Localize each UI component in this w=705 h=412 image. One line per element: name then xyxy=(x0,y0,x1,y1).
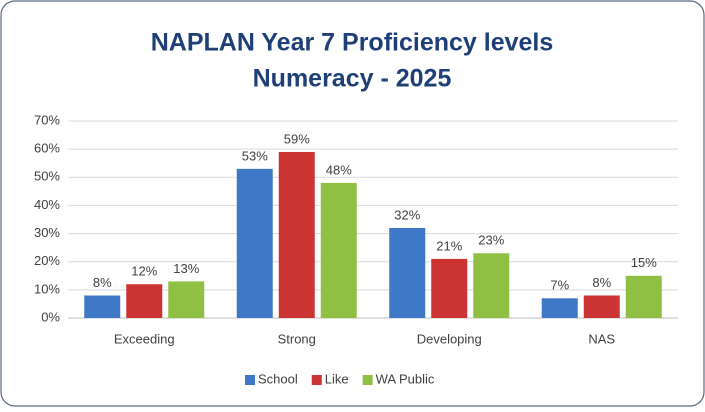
bar xyxy=(278,151,315,318)
data-label: 32% xyxy=(394,207,420,222)
legend-swatch xyxy=(362,375,373,385)
bar xyxy=(168,281,205,318)
legend-swatch xyxy=(245,375,255,385)
data-label: 8% xyxy=(592,275,611,290)
legend-swatch xyxy=(311,375,322,385)
y-tick-label: 40% xyxy=(34,197,60,212)
y-tick-label: 50% xyxy=(34,169,60,184)
bar xyxy=(320,182,357,318)
y-tick-label: 70% xyxy=(34,112,60,127)
chart-title: Numeracy - 2025 xyxy=(253,65,452,93)
data-label: 8% xyxy=(93,275,112,290)
bar xyxy=(431,258,468,318)
data-label: 23% xyxy=(478,233,504,248)
x-tick-label: Exceeding xyxy=(114,331,175,346)
y-tick-label: 60% xyxy=(34,141,60,156)
bar xyxy=(126,284,163,318)
y-tick-label: 10% xyxy=(34,281,60,296)
x-tick-label: Developing xyxy=(417,331,482,346)
y-tick-label: 20% xyxy=(34,253,60,268)
data-label: 7% xyxy=(550,278,569,293)
x-tick-label: Strong xyxy=(278,331,316,346)
data-label: 53% xyxy=(242,148,268,163)
data-label: 59% xyxy=(284,131,310,146)
chart-title: NAPLAN Year 7 Proficiency levels xyxy=(151,29,554,57)
bar xyxy=(473,253,510,318)
y-tick-label: 0% xyxy=(41,309,60,324)
bar xyxy=(84,295,121,318)
data-label: 48% xyxy=(326,162,352,177)
data-label: 21% xyxy=(436,238,462,253)
legend-label: Like xyxy=(325,371,349,386)
bar xyxy=(583,295,620,318)
x-tick-label: NAS xyxy=(588,331,615,346)
data-label: 13% xyxy=(173,261,199,276)
legend-label: WA Public xyxy=(376,371,435,386)
data-label: 15% xyxy=(631,255,657,270)
data-label: 12% xyxy=(131,264,157,279)
bar xyxy=(236,168,273,318)
bar xyxy=(541,298,578,318)
legend-label: School xyxy=(258,371,298,386)
y-tick-label: 30% xyxy=(34,225,60,240)
bar xyxy=(625,275,662,318)
bar xyxy=(389,227,426,318)
